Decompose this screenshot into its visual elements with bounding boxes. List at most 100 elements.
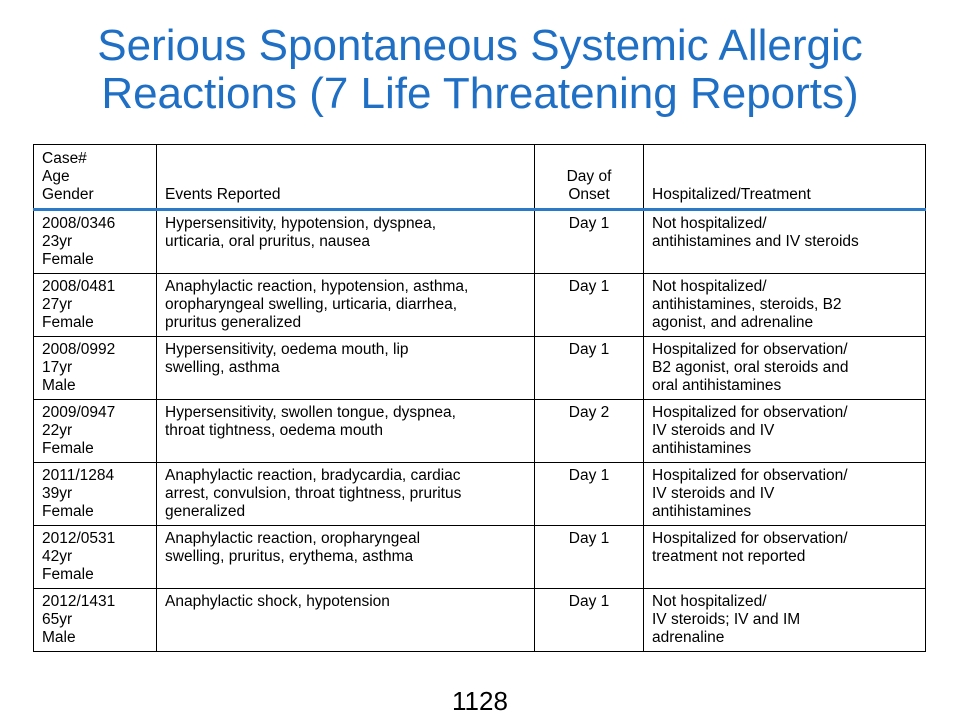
header-gender: Gender xyxy=(42,186,94,203)
cell-hospitalized-treatment: Hospitalized for observation/IV steroids… xyxy=(643,399,926,463)
case-number: 2008/0346 xyxy=(42,215,116,232)
cell-day-of-onset: Day 1 xyxy=(534,209,644,274)
header-age: Age xyxy=(42,168,70,185)
header-day-of-onset: Day of Onset xyxy=(534,144,644,211)
cell-events-reported: Anaphylactic reaction, oropharyngeal swel… xyxy=(156,525,535,589)
cell-day-of-onset: Day 1 xyxy=(534,462,644,526)
event-line: Anaphylactic reaction, oropharyngeal xyxy=(165,530,421,547)
patient-age: 27yr xyxy=(42,296,73,313)
treatment-line: Hospitalized for observation/ xyxy=(652,530,848,547)
header-case: Case# xyxy=(42,150,87,167)
cell-case-info: 2008/0481 27yr Female xyxy=(33,273,157,337)
event-line: throat tightness, oedema mouth xyxy=(165,422,383,439)
table-row: 2008/0992 17yr Male Hypersensitivity, oedem… xyxy=(33,336,926,400)
case-number: 2012/0531 xyxy=(42,530,116,547)
slide-title-line-2: Reactions (7 Life Threatening Reports) xyxy=(101,69,859,118)
cell-day-of-onset: Day 2 xyxy=(534,399,644,463)
table-row: 2008/0481 27yr Female Anaphylactic reaction… xyxy=(33,273,926,337)
event-line: oropharyngeal swelling, urticaria, diarr… xyxy=(165,296,458,313)
cell-hospitalized-treatment: Not hospitalized/IV steroids; IV and IM a… xyxy=(643,588,926,652)
table-row: 2009/0947 22yr Female Hypersensitivity, swo… xyxy=(33,399,926,463)
treatment-line: Not hospitalized/ xyxy=(652,215,767,232)
header-onset-line-2: Onset xyxy=(568,186,610,203)
header-treatment-label: Hospitalized/Treatment xyxy=(652,186,811,203)
cell-events-reported: Anaphylactic reaction, bradycardia, card… xyxy=(156,462,535,526)
treatment-line: antihistamines and IV steroids xyxy=(652,233,859,250)
cell-hospitalized-treatment: Hospitalized for observation/B2 agonist,… xyxy=(643,336,926,400)
patient-gender: Female xyxy=(42,251,94,268)
treatment-line: Not hospitalized/ xyxy=(652,278,767,295)
treatment-line: IV steroids and IV xyxy=(652,485,775,502)
table-row: 2011/1284 39yr Female Anaphylactic reaction… xyxy=(33,462,926,526)
event-line: generalized xyxy=(165,503,246,520)
cell-events-reported: Hypersensitivity, hypotension, dyspnea, u… xyxy=(156,209,535,274)
cell-day-of-onset: Day 1 xyxy=(534,273,644,337)
onset-day: Day 1 xyxy=(568,593,610,610)
table-row: 2008/0346 23yr Female Hypersensitivity, hyp… xyxy=(33,209,926,274)
treatment-line: antihistamines xyxy=(652,503,752,520)
cell-case-info: 2012/0531 42yr Female xyxy=(33,525,157,589)
table-header-row: Case# Age Gender Events Reported Day of … xyxy=(33,144,926,211)
patient-age: 23yr xyxy=(42,233,73,250)
treatment-line: Not hospitalized/ xyxy=(652,593,767,610)
patient-gender: Female xyxy=(42,566,94,583)
cell-events-reported: Anaphylactic shock, hypotension xyxy=(156,588,535,652)
treatment-line: adrenaline xyxy=(652,629,725,646)
patient-gender: Female xyxy=(42,314,94,331)
header-onset-line-1: Day of xyxy=(566,168,612,185)
case-number: 2008/0992 xyxy=(42,341,116,358)
event-line: Anaphylactic shock, hypotension xyxy=(165,593,390,610)
patient-age: 17yr xyxy=(42,359,73,376)
treatment-line: IV steroids; IV and IM xyxy=(652,611,801,628)
patient-age: 65yr xyxy=(42,611,73,628)
event-line: arrest, convulsion, throat tightness, pr… xyxy=(165,485,462,502)
patient-age: 22yr xyxy=(42,422,73,439)
treatment-line: Hospitalized for observation/ xyxy=(652,341,848,358)
treatment-line: IV steroids and IV xyxy=(652,422,775,439)
patient-gender: Male xyxy=(42,629,76,646)
cell-hospitalized-treatment: Hospitalized for observation/treatment n… xyxy=(643,525,926,589)
cell-events-reported: Hypersensitivity, oedema mouth, lip swell… xyxy=(156,336,535,400)
allergic-reactions-table: Case# Age Gender Events Reported Day of … xyxy=(33,144,926,652)
patient-age: 42yr xyxy=(42,548,73,565)
table-row: 2012/1431 65yr Male Anaphylactic shock, hyp… xyxy=(33,588,926,652)
event-line: Anaphylactic reaction, hypotension, asth… xyxy=(165,278,469,295)
onset-day: Day 2 xyxy=(568,404,610,421)
cell-case-info: 2008/0346 23yr Female xyxy=(33,209,157,274)
header-events-reported: Events Reported xyxy=(156,144,535,211)
header-case-age-gender: Case# Age Gender xyxy=(33,144,157,211)
onset-day: Day 1 xyxy=(568,341,610,358)
onset-day: Day 1 xyxy=(568,467,610,484)
event-line: Anaphylactic reaction, bradycardia, card… xyxy=(165,467,461,484)
case-number: 2009/0947 xyxy=(42,404,116,421)
patient-gender: Male xyxy=(42,377,76,394)
cell-case-info: 2009/0947 22yr Female xyxy=(33,399,157,463)
slide-title-line-1: Serious Spontaneous Systemic Allergic xyxy=(97,21,863,70)
onset-day: Day 1 xyxy=(568,215,610,232)
cell-events-reported: Hypersensitivity, swollen tongue, dyspne… xyxy=(156,399,535,463)
treatment-line: Hospitalized for observation/ xyxy=(652,404,848,421)
event-line: Hypersensitivity, swollen tongue, dyspne… xyxy=(165,404,456,421)
cell-day-of-onset: Day 1 xyxy=(534,336,644,400)
cell-case-info: 2012/1431 65yr Male xyxy=(33,588,157,652)
case-number: 2011/1284 xyxy=(42,467,115,484)
onset-day: Day 1 xyxy=(568,530,610,547)
cell-case-info: 2008/0992 17yr Male xyxy=(33,336,157,400)
case-number: 2012/1431 xyxy=(42,593,116,610)
patient-gender: Female xyxy=(42,440,94,457)
treatment-line: treatment not reported xyxy=(652,548,806,565)
table-row: 2012/0531 42yr Female Anaphylactic reaction… xyxy=(33,525,926,589)
cell-case-info: 2011/1284 39yr Female xyxy=(33,462,157,526)
cell-hospitalized-treatment: Hospitalized for observation/IV steroids… xyxy=(643,462,926,526)
event-line: Hypersensitivity, hypotension, dyspnea, xyxy=(165,215,437,232)
treatment-line: antihistamines, steroids, B2 xyxy=(652,296,842,313)
cell-day-of-onset: Day 1 xyxy=(534,588,644,652)
treatment-line: Hospitalized for observation/ xyxy=(652,467,848,484)
treatment-line: B2 agonist, oral steroids and xyxy=(652,359,849,376)
treatment-line: oral antihistamines xyxy=(652,377,782,394)
onset-day: Day 1 xyxy=(568,278,610,295)
patient-age: 39yr xyxy=(42,485,73,502)
patient-gender: Female xyxy=(42,503,94,520)
event-line: Hypersensitivity, oedema mouth, lip xyxy=(165,341,409,358)
event-line: pruritus generalized xyxy=(165,314,302,331)
